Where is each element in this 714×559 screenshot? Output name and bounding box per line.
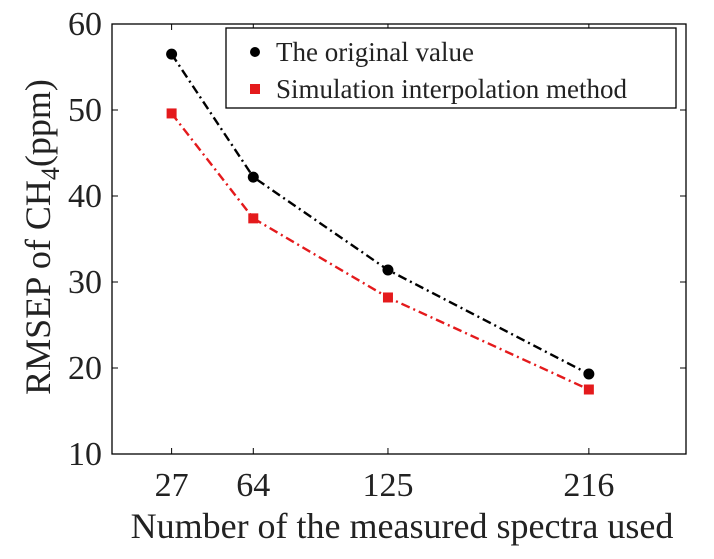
- y-tick-label: 40: [68, 178, 102, 215]
- legend: The original value Simulation interpolat…: [225, 27, 677, 109]
- data-point-simulation: [248, 213, 259, 224]
- x-tick-label: 27: [155, 467, 189, 504]
- ticks-group: 10 20 30 40 50 60 27 64 125 216: [68, 6, 686, 504]
- data-point-original: [382, 264, 394, 276]
- y-axis-label-unit: (ppm): [18, 79, 58, 167]
- y-tick-label: 60: [68, 6, 102, 43]
- data-point-original: [166, 48, 178, 60]
- legend-marker-original: [250, 47, 260, 57]
- data-point-simulation: [166, 108, 177, 119]
- x-tick-label: 216: [563, 467, 614, 504]
- series-line-1: [170, 112, 590, 391]
- y-tick-label: 10: [68, 436, 102, 473]
- axes: [111, 23, 687, 455]
- series-group: [166, 48, 595, 395]
- legend-marker-simulation: [250, 84, 260, 94]
- y-tick-label: 50: [68, 92, 102, 129]
- data-point-simulation: [583, 384, 594, 395]
- legend-label-simulation: Simulation interpolation method: [276, 74, 627, 104]
- plot-frame: [111, 23, 687, 455]
- series-line-0: [170, 53, 590, 376]
- y-axis-label: RMSEP of CH4(ppm): [18, 79, 65, 395]
- data-point-original: [583, 368, 595, 380]
- y-axis-label-subscript: 4: [36, 167, 65, 180]
- legend-label-original: The original value: [276, 37, 474, 67]
- data-point-simulation: [382, 292, 393, 303]
- y-tick-label: 30: [68, 264, 102, 301]
- y-axis-label-main: RMSEP of CH: [18, 180, 58, 395]
- legend-box: [225, 27, 677, 109]
- x-tick-label: 64: [236, 467, 270, 504]
- y-tick-label: 20: [68, 350, 102, 387]
- data-point-original: [247, 171, 259, 183]
- x-tick-label: 125: [362, 467, 413, 504]
- x-axis-label: Number of the measured spectra used: [131, 506, 674, 546]
